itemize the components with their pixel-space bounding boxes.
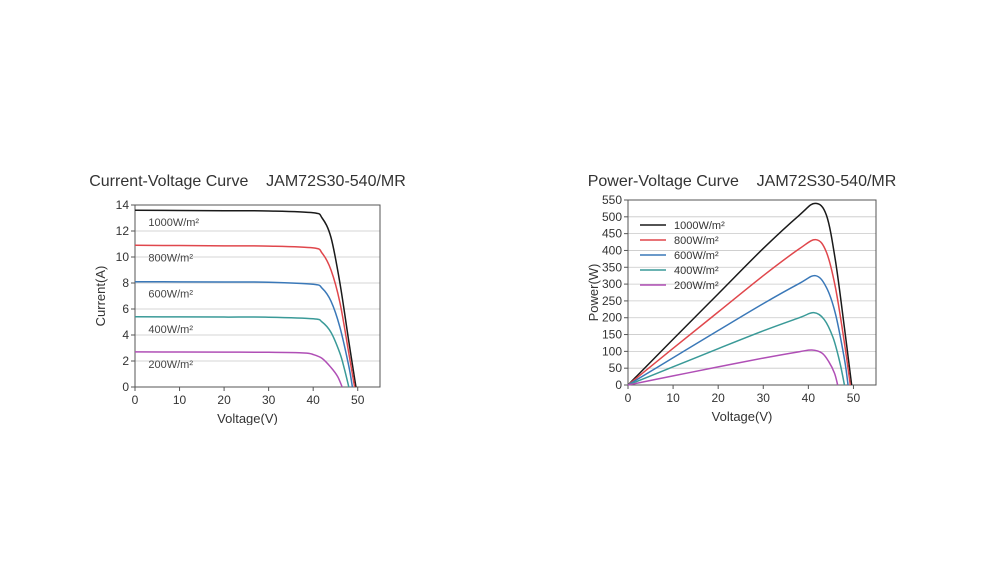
x-tick-label-0: 0 <box>625 391 632 405</box>
y-tick-label-7: 350 <box>602 260 622 274</box>
legend-label-1: 800W/m² <box>674 235 719 247</box>
x-tick-label-4: 40 <box>802 391 816 405</box>
x-tick-label-3: 30 <box>262 393 276 407</box>
x-tick-label-1: 10 <box>173 393 187 407</box>
series-line-4 <box>627 349 839 386</box>
pv-chart: Power-Voltage Curve JAM72S30-540/MR 0 50 10… <box>560 160 960 425</box>
series-line-3 <box>627 311 846 386</box>
y-tick-label-5: 250 <box>602 294 622 308</box>
curve-label-0: 1000W/m² <box>148 217 199 229</box>
x-tick-label-1: 10 <box>666 391 680 405</box>
legend-label-3: 400W/m² <box>674 265 719 277</box>
series-line-2 <box>627 274 849 386</box>
series-line-1 <box>134 244 356 388</box>
y-tick-label-4: 8 <box>122 276 129 290</box>
y-tick-label-3: 6 <box>122 302 129 316</box>
x-axis-label: Voltage(V) <box>217 411 278 425</box>
series-line-3 <box>134 316 350 388</box>
x-tick-label-5: 50 <box>847 391 861 405</box>
y-tick-label-8: 400 <box>602 243 622 257</box>
plot-frame <box>627 199 877 386</box>
legend-label-2: 600W/m² <box>674 250 719 262</box>
series-line-0 <box>627 202 853 386</box>
legend-label-0: 1000W/m² <box>674 220 725 232</box>
series-line-0 <box>134 209 357 388</box>
legend-label-4: 200W/m² <box>674 280 719 292</box>
iv-chart-svg: Current-Voltage Curve JAM72S30-540/MR 0 2 4… <box>89 173 406 425</box>
iv-chart: Current-Voltage Curve JAM72S30-540/MR 0 2 4… <box>60 160 460 425</box>
y-tick-label-10: 500 <box>602 210 622 224</box>
x-tick-label-5: 50 <box>351 393 365 407</box>
y-tick-label-0: 0 <box>615 378 622 392</box>
plot-frame <box>134 204 381 388</box>
x-tick-label-2: 20 <box>217 393 231 407</box>
y-tick-label-2: 4 <box>122 328 129 342</box>
x-tick-label-0: 0 <box>132 393 139 407</box>
y-tick-label-6: 300 <box>602 277 622 291</box>
curve-label-1: 800W/m² <box>148 252 193 264</box>
y-tick-label-1: 50 <box>609 361 623 375</box>
chart-title: Power-Voltage Curve JAM72S30-540/MR <box>588 173 897 190</box>
y-tick-label-7: 14 <box>116 198 130 212</box>
y-tick-label-5: 10 <box>116 250 130 264</box>
y-tick-label-11: 550 <box>602 193 622 207</box>
y-axis-label: Current(A) <box>93 266 108 327</box>
y-axis-label: Power(W) <box>586 264 601 322</box>
series-line-1 <box>627 238 852 386</box>
y-tick-label-1: 2 <box>122 354 129 368</box>
x-tick-label-2: 20 <box>712 391 726 405</box>
pv-chart-svg: Power-Voltage Curve JAM72S30-540/MR 0 50 10… <box>586 173 897 424</box>
x-tick-label-3: 30 <box>757 391 771 405</box>
y-tick-label-9: 450 <box>602 227 622 241</box>
chart-title: Current-Voltage Curve JAM72S30-540/MR <box>89 173 406 190</box>
y-tick-label-6: 12 <box>116 224 130 238</box>
y-tick-label-3: 150 <box>602 328 622 342</box>
series-line-4 <box>134 351 343 388</box>
y-tick-label-4: 200 <box>602 311 622 325</box>
x-tick-label-4: 40 <box>307 393 321 407</box>
y-tick-label-0: 0 <box>122 380 129 394</box>
curve-label-4: 200W/m² <box>148 359 193 371</box>
series-line-2 <box>134 280 354 388</box>
x-axis-label: Voltage(V) <box>712 409 773 424</box>
curve-label-2: 600W/m² <box>148 289 193 301</box>
curve-label-3: 400W/m² <box>148 324 193 336</box>
y-tick-label-2: 100 <box>602 344 622 358</box>
